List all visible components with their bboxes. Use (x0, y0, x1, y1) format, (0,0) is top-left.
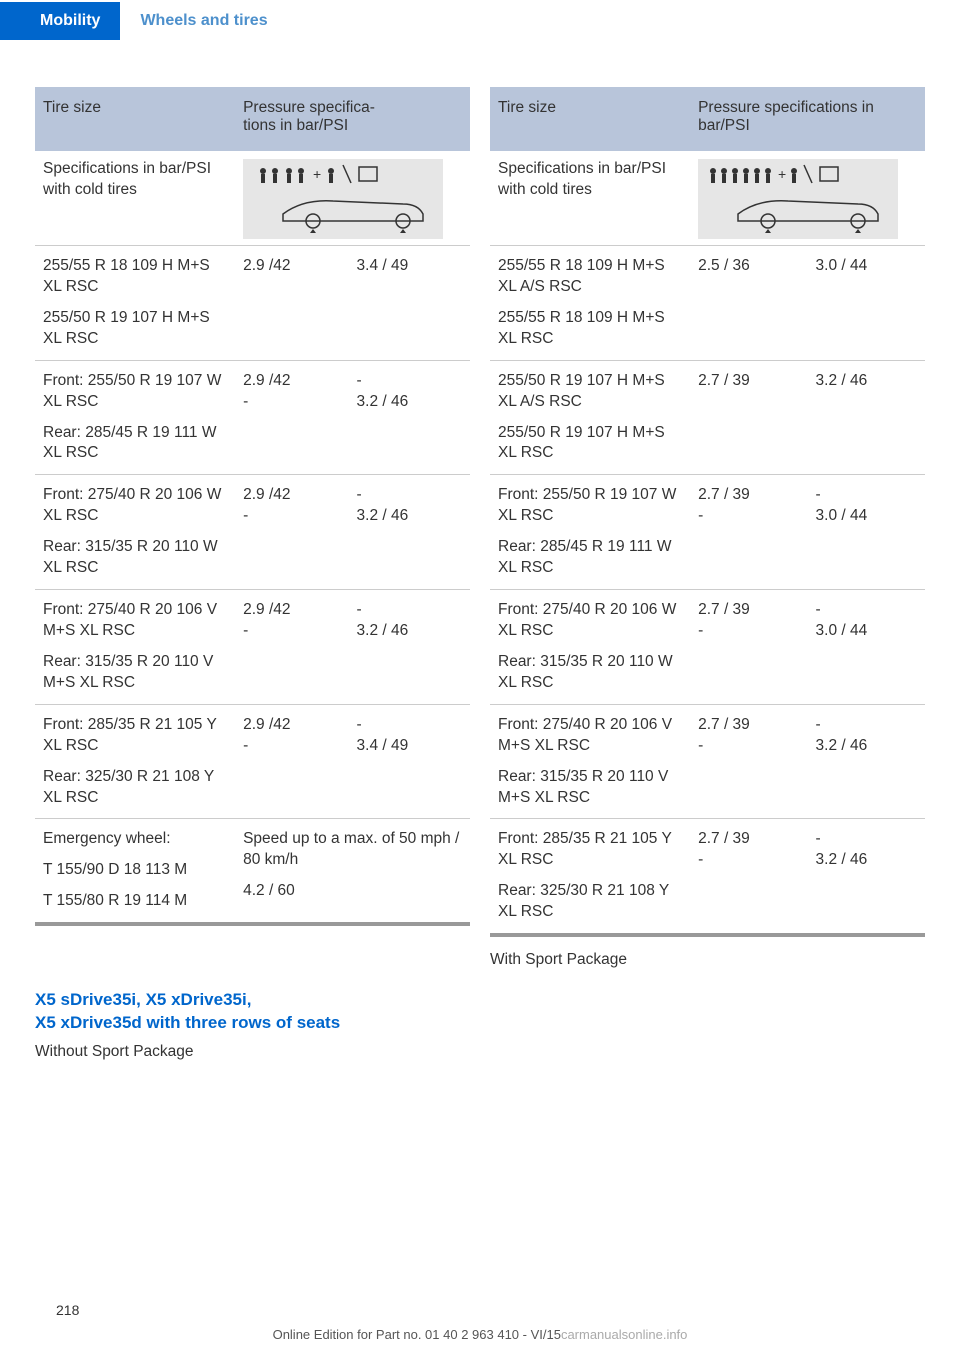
page-header: Mobility Wheels and tires (0, 0, 960, 42)
tire-size-cell: Front: 275/40 R 20 106 W XL RSCRear: 315… (35, 475, 235, 590)
th-tire-size: Tire size (490, 87, 690, 151)
spec-label: Specifications in bar/PSI with cold tire… (35, 151, 235, 246)
emergency-value: Speed up to a max. of 50 mph / 80 km/h4.… (235, 819, 470, 924)
pressure-cell-1: 2.9 /42- (235, 704, 348, 819)
svg-text:+: + (778, 166, 786, 182)
table-row: Front: 275/40 R 20 106 V M+S XL RSCRear:… (35, 590, 470, 705)
section-title: X5 sDrive35i, X5 xDrive35i, X5 xDrive35d… (0, 969, 960, 1039)
pressure-cell-1: 2.7 / 39- (690, 704, 807, 819)
header-section-mobility: Mobility (0, 2, 120, 40)
car-diagram-cell: + (690, 151, 925, 246)
table-row: Front: 255/50 R 19 107 W XL RSCRear: 285… (35, 360, 470, 475)
pressure-cell-1: 2.9 /42- (235, 590, 348, 705)
th-pressure: Pressure specifica‐ tions in bar/PSI (235, 87, 470, 151)
car-load-icon: + (243, 159, 443, 239)
pressure-cell-1: 2.9 /42 (235, 246, 348, 361)
right-table-container: Tire size Pressure specifications in bar… (490, 87, 925, 969)
tire-table-right: Tire size Pressure specifications in bar… (490, 87, 925, 937)
page-number: 218 (56, 1302, 79, 1318)
svg-text:+: + (313, 166, 321, 182)
table-row: Front: 275/40 R 20 106 W XL RSCRear: 315… (490, 590, 925, 705)
table-row: Front: 255/50 R 19 107 W XL RSCRear: 285… (490, 475, 925, 590)
table-row: 255/50 R 19 107 H M+S XL A/S RSC255/50 R… (490, 360, 925, 475)
table-row: Front: 275/40 R 20 106 V M+S XL RSCRear:… (490, 704, 925, 819)
pressure-cell-1: 2.7 / 39- (690, 590, 807, 705)
footer-site: carmanualsonline.info (561, 1327, 687, 1342)
pressure-cell-1: 2.9 /42- (235, 360, 348, 475)
footer: Online Edition for Part no. 01 40 2 963 … (0, 1327, 960, 1342)
table-row: Front: 275/40 R 20 106 W XL RSCRear: 315… (35, 475, 470, 590)
left-table-container: Tire size Pressure specifica‐ tions in b… (35, 87, 470, 969)
tire-table-left: Tire size Pressure specifica‐ tions in b… (35, 87, 470, 926)
pressure-cell-2: 3.2 / 46 (808, 360, 925, 475)
tire-size-cell: 255/55 R 18 109 H M+S XL A/S RSC255/55 R… (490, 246, 690, 361)
tire-size-cell: 255/50 R 19 107 H M+S XL A/S RSC255/50 R… (490, 360, 690, 475)
car-load-icon: + (698, 159, 898, 239)
th-tire-size: Tire size (35, 87, 235, 151)
emergency-label: Emergency wheel:T 155/90 D 18 113 MT 155… (35, 819, 235, 924)
header-section-wheels: Wheels and tires (120, 2, 287, 40)
pressure-cell-2: -3.2 / 46 (349, 360, 470, 475)
pressure-cell-1: 2.7 / 39 (690, 360, 807, 475)
pressure-cell-2: -3.2 / 46 (808, 819, 925, 935)
tire-size-cell: Front: 275/40 R 20 106 V M+S XL RSCRear:… (490, 704, 690, 819)
pressure-cell-2: -3.2 / 46 (808, 704, 925, 819)
tire-size-cell: Front: 255/50 R 19 107 W XL RSCRear: 285… (35, 360, 235, 475)
table-row: 255/55 R 18 109 H M+S XL A/S RSC255/55 R… (490, 246, 925, 361)
tire-size-cell: Front: 285/35 R 21 105 Y XL RSCRear: 325… (35, 704, 235, 819)
tire-size-cell: 255/55 R 18 109 H M+S XL RSC255/50 R 19 … (35, 246, 235, 361)
pressure-cell-2: 3.4 / 49 (349, 246, 470, 361)
table-row: 255/55 R 18 109 H M+S XL RSC255/50 R 19 … (35, 246, 470, 361)
pressure-cell-2: -3.0 / 44 (808, 475, 925, 590)
tire-size-cell: Front: 275/40 R 20 106 V M+S XL RSCRear:… (35, 590, 235, 705)
pressure-cell-1: 2.5 / 36 (690, 246, 807, 361)
footer-edition: Online Edition for Part no. 01 40 2 963 … (273, 1327, 561, 1342)
pressure-cell-2: -3.4 / 49 (349, 704, 470, 819)
pressure-cell-2: -3.0 / 44 (808, 590, 925, 705)
pressure-cell-1: 2.7 / 39- (690, 819, 807, 935)
th-pressure: Pressure specifications in bar/PSI (690, 87, 925, 151)
table-row: Front: 285/35 R 21 105 Y XL RSCRear: 325… (490, 819, 925, 935)
tire-size-cell: Front: 255/50 R 19 107 W XL RSCRear: 285… (490, 475, 690, 590)
tire-size-cell: Front: 275/40 R 20 106 W XL RSCRear: 315… (490, 590, 690, 705)
tire-size-cell: Front: 285/35 R 21 105 Y XL RSCRear: 325… (490, 819, 690, 935)
pressure-cell-2: -3.2 / 46 (349, 475, 470, 590)
table-row: Front: 285/35 R 21 105 Y XL RSCRear: 325… (35, 704, 470, 819)
pressure-cell-1: 2.9 /42- (235, 475, 348, 590)
spec-label: Specifications in bar/PSI with cold tire… (490, 151, 690, 246)
sport-package-note: With Sport Package (490, 937, 925, 969)
pressure-cell-1: 2.7 / 39- (690, 475, 807, 590)
emergency-row: Emergency wheel:T 155/90 D 18 113 MT 155… (35, 819, 470, 924)
section-subtitle: Without Sport Package (0, 1039, 960, 1061)
pressure-cell-2: 3.0 / 44 (808, 246, 925, 361)
pressure-cell-2: -3.2 / 46 (349, 590, 470, 705)
car-diagram-cell: + (235, 151, 470, 246)
